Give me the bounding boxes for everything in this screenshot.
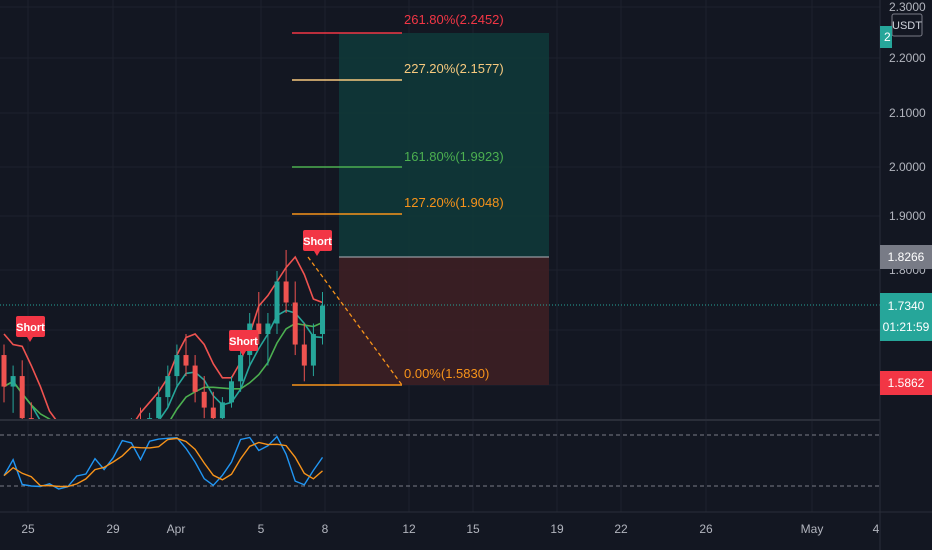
candle[interactable]	[210, 391, 216, 429]
ma-slow-line	[3, 321, 323, 420]
candle[interactable]	[138, 407, 143, 445]
short-signal-2[interactable]: Short	[229, 330, 258, 356]
candle[interactable]	[83, 444, 88, 470]
x-tick: 12	[402, 522, 416, 536]
x-tick: 22	[614, 522, 628, 536]
candle[interactable]	[174, 344, 180, 387]
fib-label-227: 227.20%(2.1577)	[404, 61, 504, 76]
candle[interactable]	[165, 365, 171, 408]
ma-fast-line	[3, 309, 323, 420]
x-tick: 15	[466, 522, 480, 536]
stop-zone[interactable]	[339, 257, 549, 385]
short-signal-3[interactable]: Short	[303, 230, 332, 256]
target-zone[interactable]	[339, 33, 549, 257]
trailing-stop-line	[3, 255, 323, 420]
candle[interactable]	[320, 291, 325, 345]
candle[interactable]	[156, 386, 162, 429]
candle[interactable]	[292, 281, 298, 356]
x-tick: 26	[699, 522, 713, 536]
time-axis[interactable]: 25 29 Apr 5 8 12 15 19 22 26 May 4	[21, 522, 879, 536]
candle-layer	[1, 249, 325, 482]
x-tick: May	[801, 522, 824, 536]
price-axis[interactable]: 2.3000 2.2000 2.1000 2.0000 1.9000 1.800…	[889, 0, 926, 277]
fib-trend-line	[307, 256, 403, 386]
x-tick: 8	[322, 522, 329, 536]
y-tick: 2.1000	[889, 106, 926, 120]
fib-levels[interactable]: 261.80%(2.2452) 227.20%(2.1577) 161.80%(…	[292, 12, 504, 386]
price-tag-target: 2	[880, 26, 892, 48]
candle[interactable]	[47, 434, 52, 460]
candle[interactable]	[256, 291, 262, 345]
x-tick: 19	[550, 522, 564, 536]
price-tag-current: 1.7340 01:21:59	[880, 293, 932, 341]
candle[interactable]	[192, 355, 198, 403]
y-tick: 2.2000	[889, 51, 926, 65]
short-signal-label-3: Short	[303, 236, 332, 248]
x-tick: 4	[873, 522, 880, 536]
x-tick: Apr	[167, 522, 186, 536]
candle[interactable]	[229, 376, 234, 408]
candle[interactable]	[238, 344, 244, 392]
candle[interactable]	[219, 397, 225, 429]
candle[interactable]	[38, 429, 43, 461]
price-tag-stop: 1.5862	[880, 371, 932, 395]
price-tag-stop-text: 1.5862	[888, 376, 925, 390]
candle[interactable]	[274, 270, 280, 335]
currency-badge[interactable]	[891, 13, 923, 37]
y-tick: 2.3000	[889, 0, 926, 14]
currency-label: USDT	[892, 20, 922, 32]
price-tag-current-text: 1.7340	[888, 299, 925, 313]
price-tag-target-text: 2	[884, 30, 891, 44]
short-signal-label-2: Short	[229, 336, 258, 348]
candle[interactable]	[265, 313, 271, 366]
candle[interactable]	[283, 249, 289, 314]
oscillator-pane	[0, 434, 880, 490]
osc-d-line	[3, 437, 323, 488]
fib-label-261: 261.80%(2.2452)	[404, 12, 504, 27]
candle[interactable]	[19, 360, 25, 428]
fib-label-0: 0.00%(1.5830)	[404, 366, 489, 381]
fib-label-127: 127.20%(1.9048)	[404, 195, 504, 210]
countdown-timer: 01:21:59	[883, 320, 930, 334]
y-tick: 2.0000	[889, 160, 926, 174]
price-tag-entry-text: 1.8266	[888, 250, 925, 264]
short-signal-label-1: Short	[16, 322, 45, 334]
candle[interactable]	[183, 334, 189, 377]
candle[interactable]	[10, 365, 16, 413]
price-tag-entry: 1.8266	[880, 245, 932, 269]
x-tick: 29	[106, 522, 120, 536]
x-tick: 5	[258, 522, 265, 536]
candle[interactable]	[201, 376, 207, 419]
candle[interactable]	[310, 323, 316, 377]
fib-label-161: 161.80%(1.9923)	[404, 149, 504, 164]
candle[interactable]	[56, 439, 61, 465]
candle[interactable]	[1, 344, 7, 403]
x-tick: 25	[21, 522, 35, 536]
candle[interactable]	[65, 450, 70, 482]
y-tick: 1.9000	[889, 209, 926, 223]
short-signal-1[interactable]: Short	[16, 316, 45, 342]
candle[interactable]	[301, 323, 307, 382]
